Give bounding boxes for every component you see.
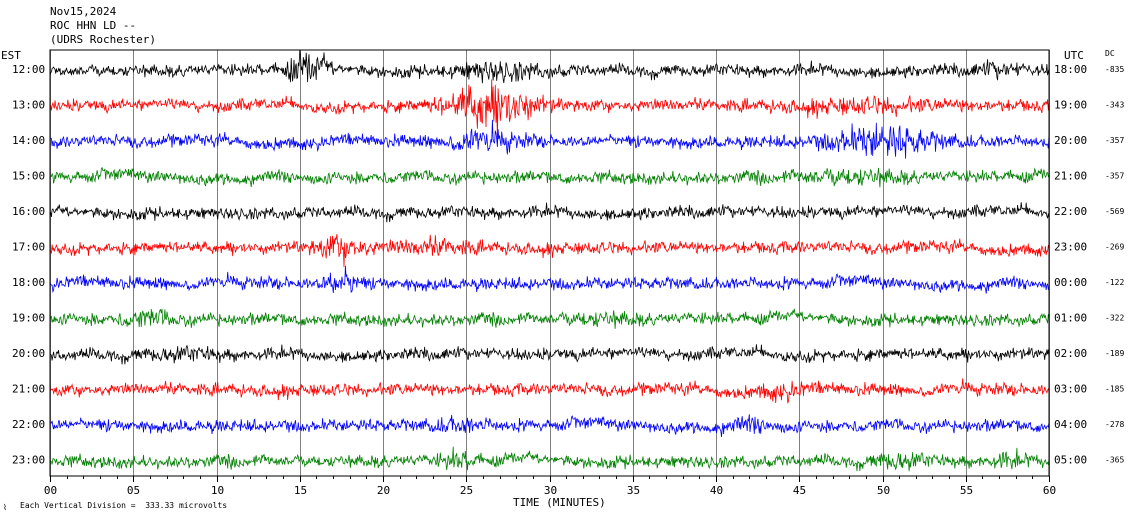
x-tick-label: 00	[44, 484, 57, 497]
x-tick-label: 25	[460, 484, 473, 497]
header-location: (UDRS Rochester)	[50, 33, 156, 46]
dc-value: -189	[1105, 349, 1124, 358]
x-tick-label: 40	[710, 484, 723, 497]
utc-label: 21:00	[1054, 170, 1087, 183]
est-label: 23:00	[12, 454, 45, 467]
dc-value: -278	[1105, 420, 1124, 429]
utc-hour-labels: 18:00 19:00 20:00 21:00 22:00 23:00 00:00 01:00…	[1054, 63, 1087, 467]
x-tick-label: 30	[544, 484, 557, 497]
dc-value: -269	[1105, 243, 1124, 252]
est-label: 12:00	[12, 63, 45, 76]
est-label: 17:00	[12, 241, 45, 254]
trace-line-1300	[49, 79, 1050, 141]
utc-label: 04:00	[1054, 418, 1087, 431]
x-tick-label: 10	[211, 484, 224, 497]
trace-line-1700	[49, 234, 1050, 268]
dc-value: -322	[1105, 314, 1124, 323]
wave-icon: ⌇	[3, 503, 7, 512]
est-label: 22:00	[12, 418, 45, 431]
dc-value: -122	[1105, 278, 1124, 287]
est-label: 13:00	[12, 99, 45, 112]
utc-label: 00:00	[1054, 276, 1087, 289]
dc-value: -357	[1105, 136, 1124, 145]
trace-line-2000	[49, 344, 1050, 365]
trace-line-1200	[49, 49, 1050, 84]
x-tick-label: 35	[627, 484, 640, 497]
utc-label: 23:00	[1054, 241, 1087, 254]
x-tick-label: 50	[877, 484, 890, 497]
utc-label: 20:00	[1054, 134, 1087, 147]
x-tick-label: 15	[294, 484, 307, 497]
est-label: 21:00	[12, 383, 45, 396]
header-station: ROC HHN LD --	[50, 19, 137, 32]
est-hour-labels: 12:00 13:00 14:00 15:00 16:00 17:00 18:00 19:00…	[12, 63, 45, 467]
utc-label: 02:00	[1054, 347, 1087, 360]
est-label: 18:00	[12, 276, 45, 289]
dc-column-label: DC	[1105, 49, 1115, 58]
trace-line-1400	[49, 119, 1050, 159]
utc-label: 05:00	[1054, 454, 1087, 467]
dc-value: -185	[1105, 385, 1124, 394]
dc-value: -357	[1105, 172, 1124, 181]
trace-line-2200	[49, 414, 1050, 438]
seismic-traces	[49, 49, 1050, 472]
trace-line-1600	[49, 202, 1050, 223]
utc-label: 22:00	[1054, 205, 1087, 218]
header-date: Nov15,2024	[50, 5, 117, 18]
scale-note: Each Vertical Division = 333.33 microvol…	[20, 501, 228, 510]
x-tick-label: 45	[793, 484, 806, 497]
dc-value: -365	[1105, 456, 1124, 465]
utc-label: 19:00	[1054, 99, 1087, 112]
dc-value: -835	[1105, 65, 1124, 74]
est-axis-label: EST	[1, 49, 21, 62]
est-label: 16:00	[12, 205, 45, 218]
utc-label: 03:00	[1054, 383, 1087, 396]
trace-line-1900	[49, 308, 1050, 329]
minute-grid-lines	[50, 50, 1050, 476]
trace-line-1500	[49, 166, 1050, 188]
est-label: 20:00	[12, 347, 45, 360]
utc-axis-label: UTC	[1064, 49, 1084, 62]
x-tick-label: 55	[960, 484, 973, 497]
est-label: 19:00	[12, 312, 45, 325]
utc-label: 01:00	[1054, 312, 1087, 325]
x-tick-label: 20	[377, 484, 390, 497]
trace-line-1800	[49, 265, 1050, 294]
utc-label: 18:00	[1054, 63, 1087, 76]
trace-line-2100	[49, 378, 1050, 404]
x-axis-title: TIME (MINUTES)	[513, 496, 606, 509]
dc-offset-labels: -835 -343 -357 -357 -569 -269 -122 -322 -189 -185…	[1105, 65, 1124, 465]
trace-line-2300	[49, 446, 1050, 472]
plot-frame	[49, 49, 1050, 477]
x-tick-label: 05	[127, 484, 140, 497]
dc-value: -569	[1105, 207, 1124, 216]
x-tick-label: 60	[1043, 484, 1056, 497]
x-axis-ticks: 00 05 10 15 20 25 30 35 40 45 50 55 60	[44, 476, 1056, 497]
est-label: 15:00	[12, 170, 45, 183]
est-label: 14:00	[12, 134, 45, 147]
dc-value: -343	[1105, 101, 1124, 110]
